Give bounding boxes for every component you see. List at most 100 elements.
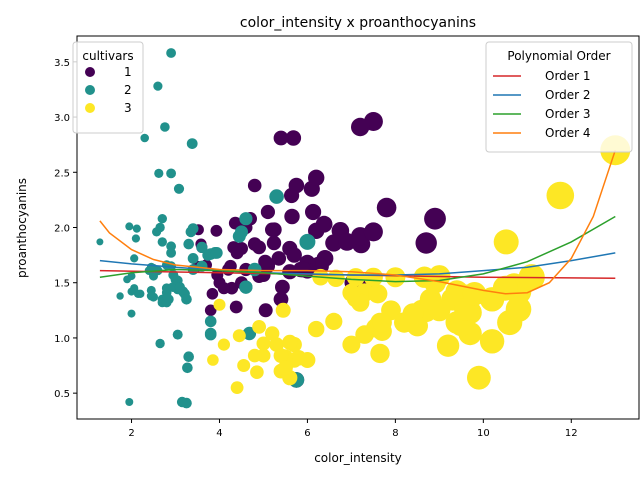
point-cultivar-2-8 [242, 326, 257, 341]
point-cultivar-3-2 [325, 312, 343, 330]
legend-label-order-1: Order 1 [545, 69, 591, 83]
point-cultivar-3-44 [237, 359, 251, 372]
y-tick-label: 2.5 [54, 168, 70, 179]
point-cultivar-2-45 [168, 282, 178, 292]
point-cultivar-2-32 [196, 241, 208, 253]
point-cultivar-2-73 [174, 282, 185, 293]
y-axis-ticks: 0.5 1.0 1.5 2.0 2.5 3.0 3.5 [54, 58, 77, 400]
point-cultivar-2-65 [146, 291, 156, 301]
point-cultivar-3-65 [342, 283, 361, 302]
point-cultivar-3-49 [275, 302, 291, 318]
point-cultivar-2-12 [186, 138, 198, 150]
y-axis-label: proanthocyanins [15, 178, 29, 278]
legend-label-cultivar-3: 3 [124, 101, 132, 115]
point-cultivar-1-26 [247, 178, 262, 193]
point-cultivar-3-74 [355, 325, 374, 344]
legend-fits-title: Polynomial Order [507, 49, 610, 63]
point-cultivar-2-62 [132, 224, 141, 233]
point-cultivar-2-37 [149, 271, 158, 281]
x-tick-label: 8 [392, 428, 398, 439]
point-cultivar-3-42 [230, 381, 244, 394]
fit-line-order-2 [99, 252, 616, 276]
point-cultivar-1-43 [275, 279, 290, 295]
point-cultivar-2-66 [160, 122, 170, 132]
point-cultivar-1-64 [271, 251, 287, 266]
point-cultivar-1-50 [424, 207, 446, 230]
legend-marker-cultivar-1 [85, 67, 95, 77]
point-cultivar-2-83 [166, 168, 177, 179]
points-layer [96, 48, 631, 409]
point-cultivar-1-7 [258, 303, 273, 318]
point-cultivar-3-18 [546, 181, 575, 210]
y-tick-label: 1.5 [54, 279, 70, 290]
point-cultivar-1-69 [217, 282, 230, 295]
point-cultivar-3-70 [277, 360, 293, 376]
point-cultivar-2-74 [131, 234, 140, 243]
point-cultivar-1-46 [266, 235, 282, 251]
point-cultivar-3-53 [282, 334, 298, 350]
point-cultivar-2-77 [127, 287, 136, 296]
point-cultivar-3-59 [368, 284, 388, 304]
point-cultivar-1-45 [258, 254, 273, 269]
point-cultivar-3-55 [505, 296, 532, 323]
point-cultivar-2-78 [176, 396, 188, 408]
point-cultivar-2-50 [155, 338, 165, 349]
point-cultivar-3-52 [213, 298, 226, 311]
point-cultivar-2-28 [153, 81, 163, 91]
point-cultivar-2-75 [299, 233, 316, 250]
x-tick-label: 2 [128, 428, 134, 439]
point-cultivar-3-73 [419, 288, 442, 311]
point-cultivar-2-71 [170, 274, 181, 285]
point-cultivar-3-67 [247, 348, 262, 363]
point-cultivar-1-66 [252, 240, 266, 255]
point-cultivar-1-10 [288, 177, 305, 194]
point-cultivar-2-69 [127, 272, 136, 281]
point-cultivar-2-67 [166, 241, 177, 252]
point-cultivar-2-24 [247, 262, 262, 277]
y-tick-label: 1.0 [54, 334, 70, 345]
point-cultivar-3-76 [462, 282, 487, 306]
point-cultivar-2-40 [140, 133, 149, 143]
point-cultivar-3-46 [252, 320, 266, 334]
x-axis-ticks: 2 4 6 8 10 12 [128, 419, 578, 439]
point-cultivar-2-59 [187, 253, 199, 264]
point-cultivar-2-82 [239, 212, 253, 226]
point-cultivar-2-54 [173, 183, 185, 194]
x-tick-label: 6 [304, 428, 310, 439]
point-cultivar-3-4 [436, 334, 460, 357]
y-tick-label: 0.5 [54, 389, 70, 400]
point-cultivar-2-79 [162, 293, 173, 304]
point-cultivar-2-19 [187, 223, 199, 235]
point-cultivar-2-35 [181, 294, 192, 305]
point-cultivar-2-16 [204, 315, 217, 328]
point-cultivar-2-41 [183, 238, 194, 250]
point-cultivar-3-35 [342, 335, 361, 354]
point-cultivar-3-43 [250, 365, 264, 380]
point-cultivar-3-12 [385, 267, 406, 288]
point-cultivar-2-0 [125, 398, 134, 406]
x-axis-label: color_intensity [314, 451, 402, 465]
point-cultivar-2-44 [130, 254, 139, 263]
point-cultivar-3-71 [308, 320, 325, 338]
point-cultivar-1-17 [325, 234, 343, 252]
point-cultivar-3-68 [256, 336, 271, 351]
point-cultivar-3-69 [265, 326, 280, 341]
point-cultivar-3-24 [493, 229, 519, 255]
point-cultivar-2-39 [235, 225, 248, 239]
fit-line-order-4 [99, 149, 617, 295]
legend-fits: Polynomial Order Order 1 Order 2 Order 3 Or… [485, 41, 633, 153]
point-cultivar-2-57 [125, 222, 134, 231]
point-cultivar-3-13 [467, 365, 491, 390]
legend-cultivars: cultivars 1 2 3 [72, 41, 144, 134]
point-cultivar-1-18 [415, 232, 437, 254]
fit-line-order-3 [99, 215, 616, 283]
point-cultivar-3-32 [372, 312, 392, 333]
point-cultivar-2-52 [127, 309, 136, 318]
point-cultivar-1-22 [204, 304, 217, 317]
point-cultivar-3-14 [479, 329, 505, 354]
fit-lines-layer [99, 149, 617, 295]
point-cultivar-1-30 [286, 247, 302, 263]
point-cultivar-2-26 [154, 168, 164, 178]
point-cultivar-2-11 [172, 329, 183, 340]
point-cultivar-2-68 [157, 237, 167, 247]
